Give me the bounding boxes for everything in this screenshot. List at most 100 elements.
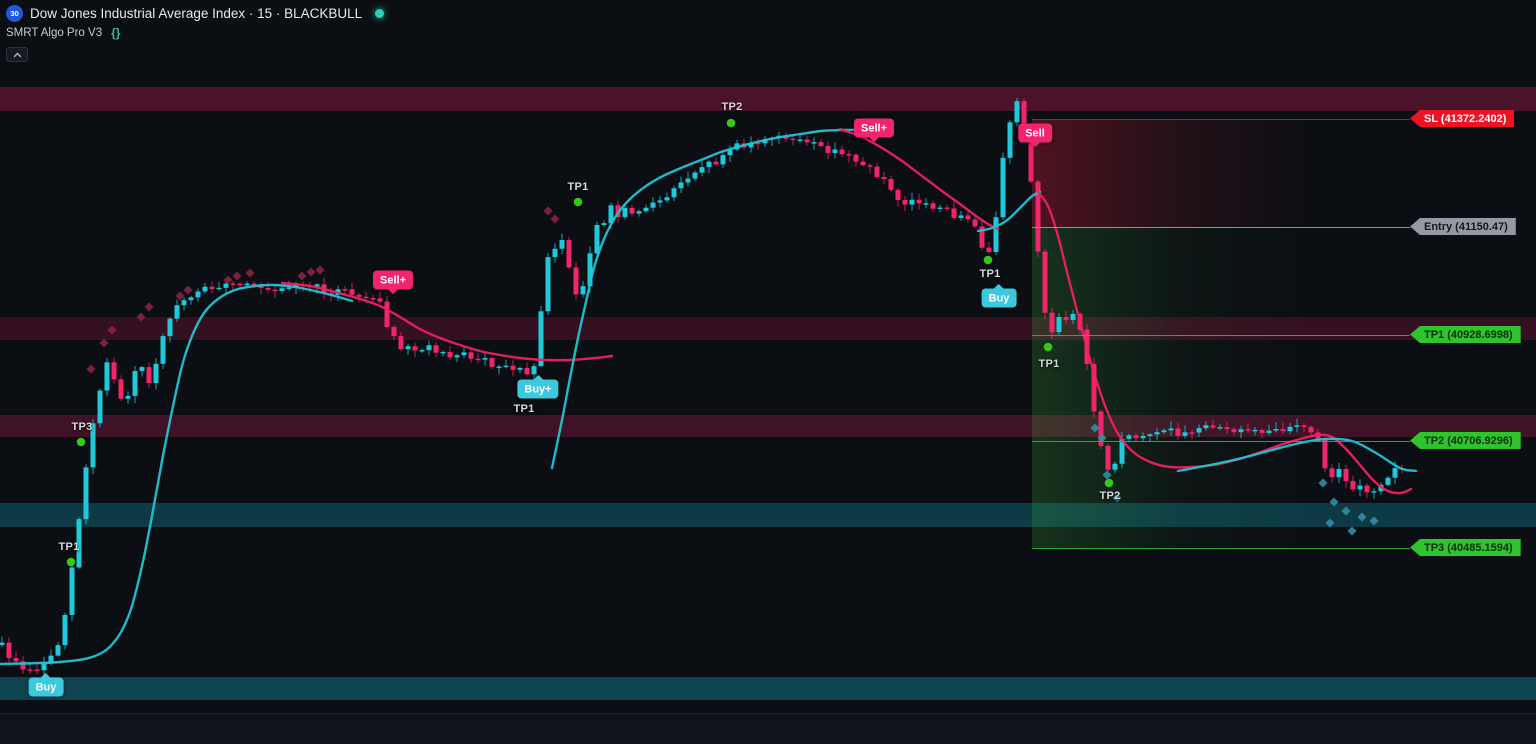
candle — [657, 200, 663, 203]
candle — [412, 346, 418, 351]
symbol-row[interactable]: 30 Dow Jones Industrial Average Index · … — [6, 4, 385, 22]
tp-label: TP1 — [1038, 358, 1060, 370]
level-label-sl[interactable]: SL (41372.2402) — [1410, 110, 1515, 127]
signal-badge-buy-plus[interactable]: Buy+ — [517, 374, 559, 399]
tp-label: TP1 — [979, 268, 1001, 280]
candle — [251, 283, 257, 285]
candle — [1140, 435, 1146, 439]
signal-badge-sell[interactable]: Sell — [1018, 123, 1052, 148]
candle — [1182, 432, 1188, 436]
tp-hit-dot-icon — [983, 255, 993, 265]
candle — [1245, 429, 1251, 431]
tp-label: TP1 — [567, 181, 589, 193]
candle — [832, 149, 838, 153]
chevron-up-icon — [13, 52, 21, 57]
candle — [391, 327, 397, 337]
candle — [545, 257, 551, 312]
level-label-entry[interactable]: Entry (41150.47) — [1410, 218, 1516, 235]
candle — [132, 371, 138, 396]
signal-badge-buy[interactable]: Buy — [981, 283, 1017, 308]
candle — [1350, 480, 1356, 490]
candle — [937, 207, 943, 209]
candle — [1021, 101, 1027, 135]
candle — [538, 311, 544, 367]
candle — [69, 567, 75, 615]
signal-badge-sell-plus[interactable]: Sell+ — [854, 118, 894, 143]
candle — [27, 669, 33, 671]
candle — [461, 352, 467, 356]
candle — [1126, 435, 1132, 439]
tp-label: TP3 — [71, 421, 93, 433]
tp-hit-dot-icon — [726, 118, 736, 128]
candle — [55, 645, 61, 656]
candle — [517, 367, 523, 370]
level-line-sl — [1032, 119, 1410, 120]
candle — [713, 161, 719, 165]
candle — [0, 642, 5, 645]
ma-line-bullish — [550, 128, 858, 470]
candle — [1000, 157, 1006, 218]
level-label-tp1[interactable]: TP1 (40928.6998) — [1410, 326, 1521, 343]
candle — [1273, 429, 1279, 431]
resistance-diamond-icon — [136, 312, 146, 322]
signal-badge-sell-plus[interactable]: Sell+ — [373, 270, 413, 295]
candle — [496, 366, 502, 369]
tp-label: TP2 — [1099, 490, 1121, 502]
candle — [377, 298, 383, 302]
candle — [202, 286, 208, 292]
candle — [951, 208, 957, 218]
level-line-tp3 — [1032, 548, 1410, 549]
candle — [1063, 317, 1069, 320]
tp-label: TP1 — [513, 403, 535, 415]
candle — [671, 188, 677, 198]
candle — [265, 288, 271, 290]
demand-zone-2 — [0, 677, 1536, 700]
support-diamond-icon — [1357, 512, 1367, 522]
demand-zone-1 — [0, 503, 1536, 527]
candle — [6, 642, 12, 659]
signal-badge-buy[interactable]: Buy — [28, 672, 64, 697]
source-code-icon: {} — [111, 26, 121, 40]
candle — [699, 167, 705, 173]
tp-label: TP1 — [58, 541, 80, 553]
candle — [860, 161, 866, 166]
symbol-logo-icon: 30 — [6, 4, 23, 22]
market-status-icon[interactable] — [375, 8, 385, 18]
indicator-row[interactable]: SMRT Algo Pro V3 {} — [6, 26, 384, 40]
ma-line-bullish — [976, 190, 1042, 233]
candle — [643, 207, 649, 212]
candle — [1098, 411, 1104, 446]
candle — [342, 289, 348, 291]
candles — [0, 98, 1405, 677]
symbol-title: Dow Jones Industrial Average Index · 15 … — [30, 5, 363, 21]
level-label-tp2[interactable]: TP2 (40706.9296) — [1410, 432, 1521, 449]
candle — [370, 298, 376, 300]
candle — [1210, 425, 1216, 428]
candle — [853, 154, 859, 162]
resistance-diamond-icon — [232, 271, 242, 281]
candle — [846, 154, 852, 156]
candle — [1112, 463, 1118, 470]
candle — [986, 247, 992, 252]
candle — [559, 240, 565, 249]
candle — [1161, 430, 1167, 433]
candle — [1189, 432, 1195, 434]
candle — [524, 367, 530, 375]
candle — [692, 172, 698, 179]
candle — [650, 202, 656, 208]
candle — [1238, 429, 1244, 433]
candle — [1301, 425, 1307, 427]
candle — [286, 287, 292, 289]
tp-hit-dot-icon — [1104, 478, 1114, 488]
resistance-diamond-icon — [175, 291, 185, 301]
resistance-diamond-icon — [144, 302, 154, 312]
candle — [489, 358, 495, 367]
candle — [1343, 469, 1349, 481]
collapse-legend-button[interactable] — [6, 47, 28, 62]
time-axis-strip[interactable] — [0, 713, 1536, 744]
level-label-tp3[interactable]: TP3 (40485.1594) — [1410, 539, 1521, 556]
